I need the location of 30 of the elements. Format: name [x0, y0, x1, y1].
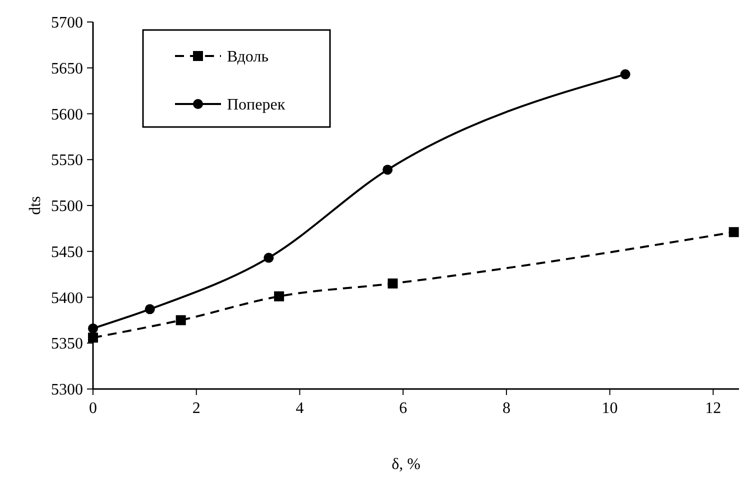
x-tick-label: 0 — [89, 400, 97, 417]
y-tick-label: 5700 — [51, 14, 83, 32]
legend-label: Поперек — [227, 96, 286, 114]
y-tick-label: 5600 — [51, 106, 83, 124]
point — [88, 323, 98, 334]
point — [620, 69, 630, 80]
point — [264, 252, 274, 263]
x-tick-label: 4 — [296, 400, 304, 417]
point — [144, 304, 155, 314]
point — [88, 332, 98, 343]
x-tick-label: 12 — [705, 400, 722, 417]
x-axis-title: δ, % — [392, 456, 420, 473]
y-tick-label: 5550 — [51, 152, 83, 170]
point — [274, 291, 284, 302]
x-tick-label: 6 — [399, 400, 408, 417]
point — [388, 278, 398, 288]
x-tick-label: 8 — [502, 400, 510, 417]
point — [382, 164, 393, 175]
y-tick-label: 5300 — [51, 382, 83, 399]
x-tick-label: 10 — [602, 400, 618, 417]
legend-label: Вдоль — [227, 48, 268, 66]
point — [728, 227, 739, 238]
x-tick-label: 2 — [192, 400, 200, 417]
y-tick-label: 5450 — [51, 244, 83, 261]
y-tick-label: 5500 — [51, 198, 83, 216]
y-tick-label: 5350 — [51, 336, 83, 353]
y-tick-label: 5400 — [51, 290, 83, 307]
y-axis-title: dts — [27, 196, 44, 215]
point — [176, 315, 186, 326]
y-tick-label: 5650 — [51, 60, 83, 78]
